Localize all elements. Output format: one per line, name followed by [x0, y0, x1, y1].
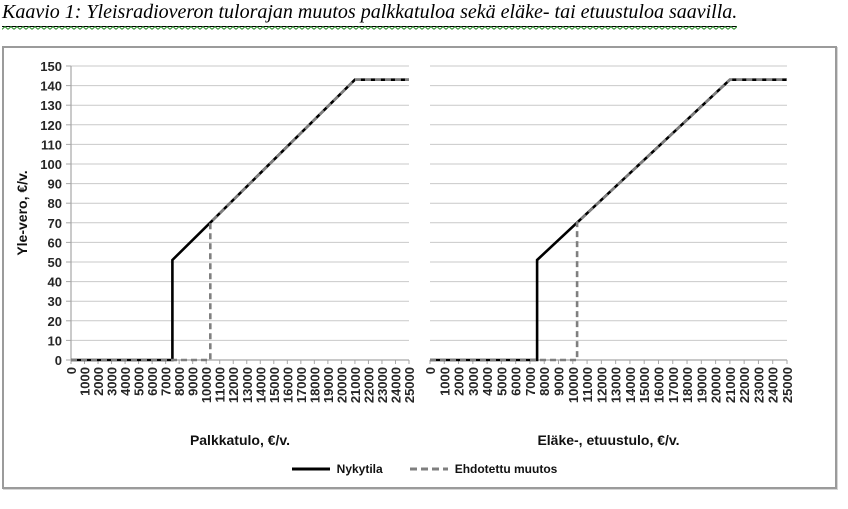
legend-item-nykytila: Nykytila	[291, 462, 383, 476]
svg-text:11000: 11000	[213, 367, 228, 402]
svg-text:16000: 16000	[280, 367, 295, 403]
chart-1-x-tick-labels: 0100020003000400050006000700080009000100…	[64, 367, 417, 403]
chart-1: 0100020003000400050006000700080009000100…	[14, 59, 417, 448]
svg-text:18000: 18000	[680, 367, 695, 403]
svg-text:25000: 25000	[402, 367, 417, 403]
svg-text:9000: 9000	[552, 367, 567, 396]
svg-text:150: 150	[40, 59, 62, 74]
chart-legend: Nykytila Ehdotettu muutos	[0, 458, 848, 480]
chart-2-gridlines	[430, 65, 787, 341]
svg-text:11000: 11000	[580, 367, 595, 402]
chart-2-x-tick-labels: 0 1000 2000 3000 4000 5000 6000 7000 8000 9000 100…	[423, 367, 795, 403]
svg-text:15000: 15000	[267, 367, 282, 403]
svg-text:15000: 15000	[637, 367, 652, 403]
svg-text:19000: 19000	[694, 367, 709, 403]
svg-text:13000: 13000	[609, 367, 624, 403]
svg-text:6000: 6000	[509, 367, 524, 396]
svg-text:21000: 21000	[723, 367, 738, 403]
svg-text:21000: 21000	[348, 367, 363, 403]
svg-text:0: 0	[423, 367, 438, 374]
svg-text:4000: 4000	[480, 367, 495, 396]
svg-text:100: 100	[40, 157, 62, 172]
svg-text:8000: 8000	[172, 367, 187, 396]
spellcheck-squiggle-icon	[2, 26, 738, 30]
svg-text:4000: 4000	[118, 367, 133, 396]
svg-text:9000: 9000	[186, 367, 201, 396]
svg-text:22000: 22000	[361, 367, 376, 403]
svg-text:14000: 14000	[253, 367, 268, 403]
svg-text:90: 90	[48, 177, 62, 192]
svg-text:8000: 8000	[537, 367, 552, 396]
svg-text:12000: 12000	[226, 367, 241, 403]
chart-1-x-axis-title: Palkkatulo, €/v.	[190, 432, 290, 448]
svg-text:20: 20	[48, 314, 62, 329]
legend-item-ehdotettu-muutos: Ehdotettu muutos	[409, 462, 558, 476]
legend-label-ehdotettu-muutos: Ehdotettu muutos	[454, 462, 558, 476]
svg-text:23000: 23000	[751, 367, 766, 403]
svg-text:30: 30	[48, 294, 62, 309]
svg-text:5000: 5000	[494, 367, 509, 396]
svg-text:0: 0	[64, 367, 79, 374]
svg-text:110: 110	[41, 137, 62, 152]
svg-text:50: 50	[48, 255, 62, 270]
svg-text:22000: 22000	[737, 367, 752, 403]
svg-text:80: 80	[48, 196, 62, 211]
svg-text:10000: 10000	[199, 367, 214, 403]
chart-1-y-tick-labels: 0 10 20 30 40 50 60 70 80 90 100 110 120 130 140 150	[40, 59, 62, 368]
chart-1-series-nykytila	[71, 78, 409, 362]
svg-text:0: 0	[55, 353, 62, 368]
svg-text:40: 40	[48, 275, 62, 290]
svg-text:3000: 3000	[466, 367, 481, 396]
svg-text:140: 140	[40, 79, 62, 94]
svg-text:2000: 2000	[91, 367, 106, 396]
chart-1-gridlines	[71, 65, 409, 341]
svg-text:7000: 7000	[523, 367, 538, 396]
svg-text:24000: 24000	[388, 367, 403, 403]
svg-text:17000: 17000	[666, 367, 681, 403]
svg-text:12000: 12000	[594, 367, 609, 403]
svg-text:20000: 20000	[709, 367, 724, 403]
legend-line-solid-icon	[291, 467, 330, 471]
chart-2-x-axis-title: Eläke-, etuustulo, €/v.	[537, 432, 679, 448]
svg-text:60: 60	[48, 235, 62, 250]
svg-text:20000: 20000	[334, 367, 349, 403]
svg-text:10: 10	[48, 333, 62, 348]
legend-line-dashed-icon	[409, 467, 448, 471]
legend-label-nykytila: Nykytila	[336, 462, 383, 476]
figure-frame	[2, 46, 837, 489]
svg-text:2000: 2000	[452, 367, 467, 396]
svg-text:120: 120	[40, 118, 62, 133]
chart-2-series-nykytila	[430, 78, 787, 362]
svg-text:14000: 14000	[623, 367, 638, 403]
svg-text:19000: 19000	[321, 367, 336, 403]
svg-text:17000: 17000	[294, 367, 309, 403]
svg-text:7000: 7000	[159, 367, 174, 396]
svg-text:16000: 16000	[651, 367, 666, 403]
svg-text:130: 130	[40, 98, 62, 113]
svg-text:13000: 13000	[240, 367, 255, 403]
chart-1-axes	[66, 65, 410, 364]
svg-text:25000: 25000	[780, 367, 795, 403]
chart-1-y-axis-title: Yle-vero, €/v.	[14, 170, 30, 255]
svg-text:3000: 3000	[105, 367, 120, 396]
chart-1-series-ehdotettu-muutos	[71, 78, 409, 362]
svg-text:18000: 18000	[307, 367, 322, 403]
svg-text:24000: 24000	[766, 367, 781, 403]
chart-2: 0 1000 2000 3000 4000 5000 6000 7000 8000 9000 100…	[423, 65, 795, 448]
svg-text:70: 70	[48, 216, 62, 231]
svg-text:6000: 6000	[145, 367, 160, 396]
svg-text:1000: 1000	[78, 367, 93, 396]
chart-2-series-ehdotettu-muutos	[430, 78, 787, 362]
figure-title: Kaavio 1: Yleisradioveron tulorajan muut…	[2, 1, 738, 30]
svg-text:1000: 1000	[437, 367, 452, 396]
svg-text:10000: 10000	[566, 367, 581, 403]
svg-text:23000: 23000	[375, 367, 390, 403]
svg-text:5000: 5000	[132, 367, 147, 396]
figure-title-text: Kaavio 1: Yleisradioveron tulorajan muut…	[2, 1, 738, 30]
